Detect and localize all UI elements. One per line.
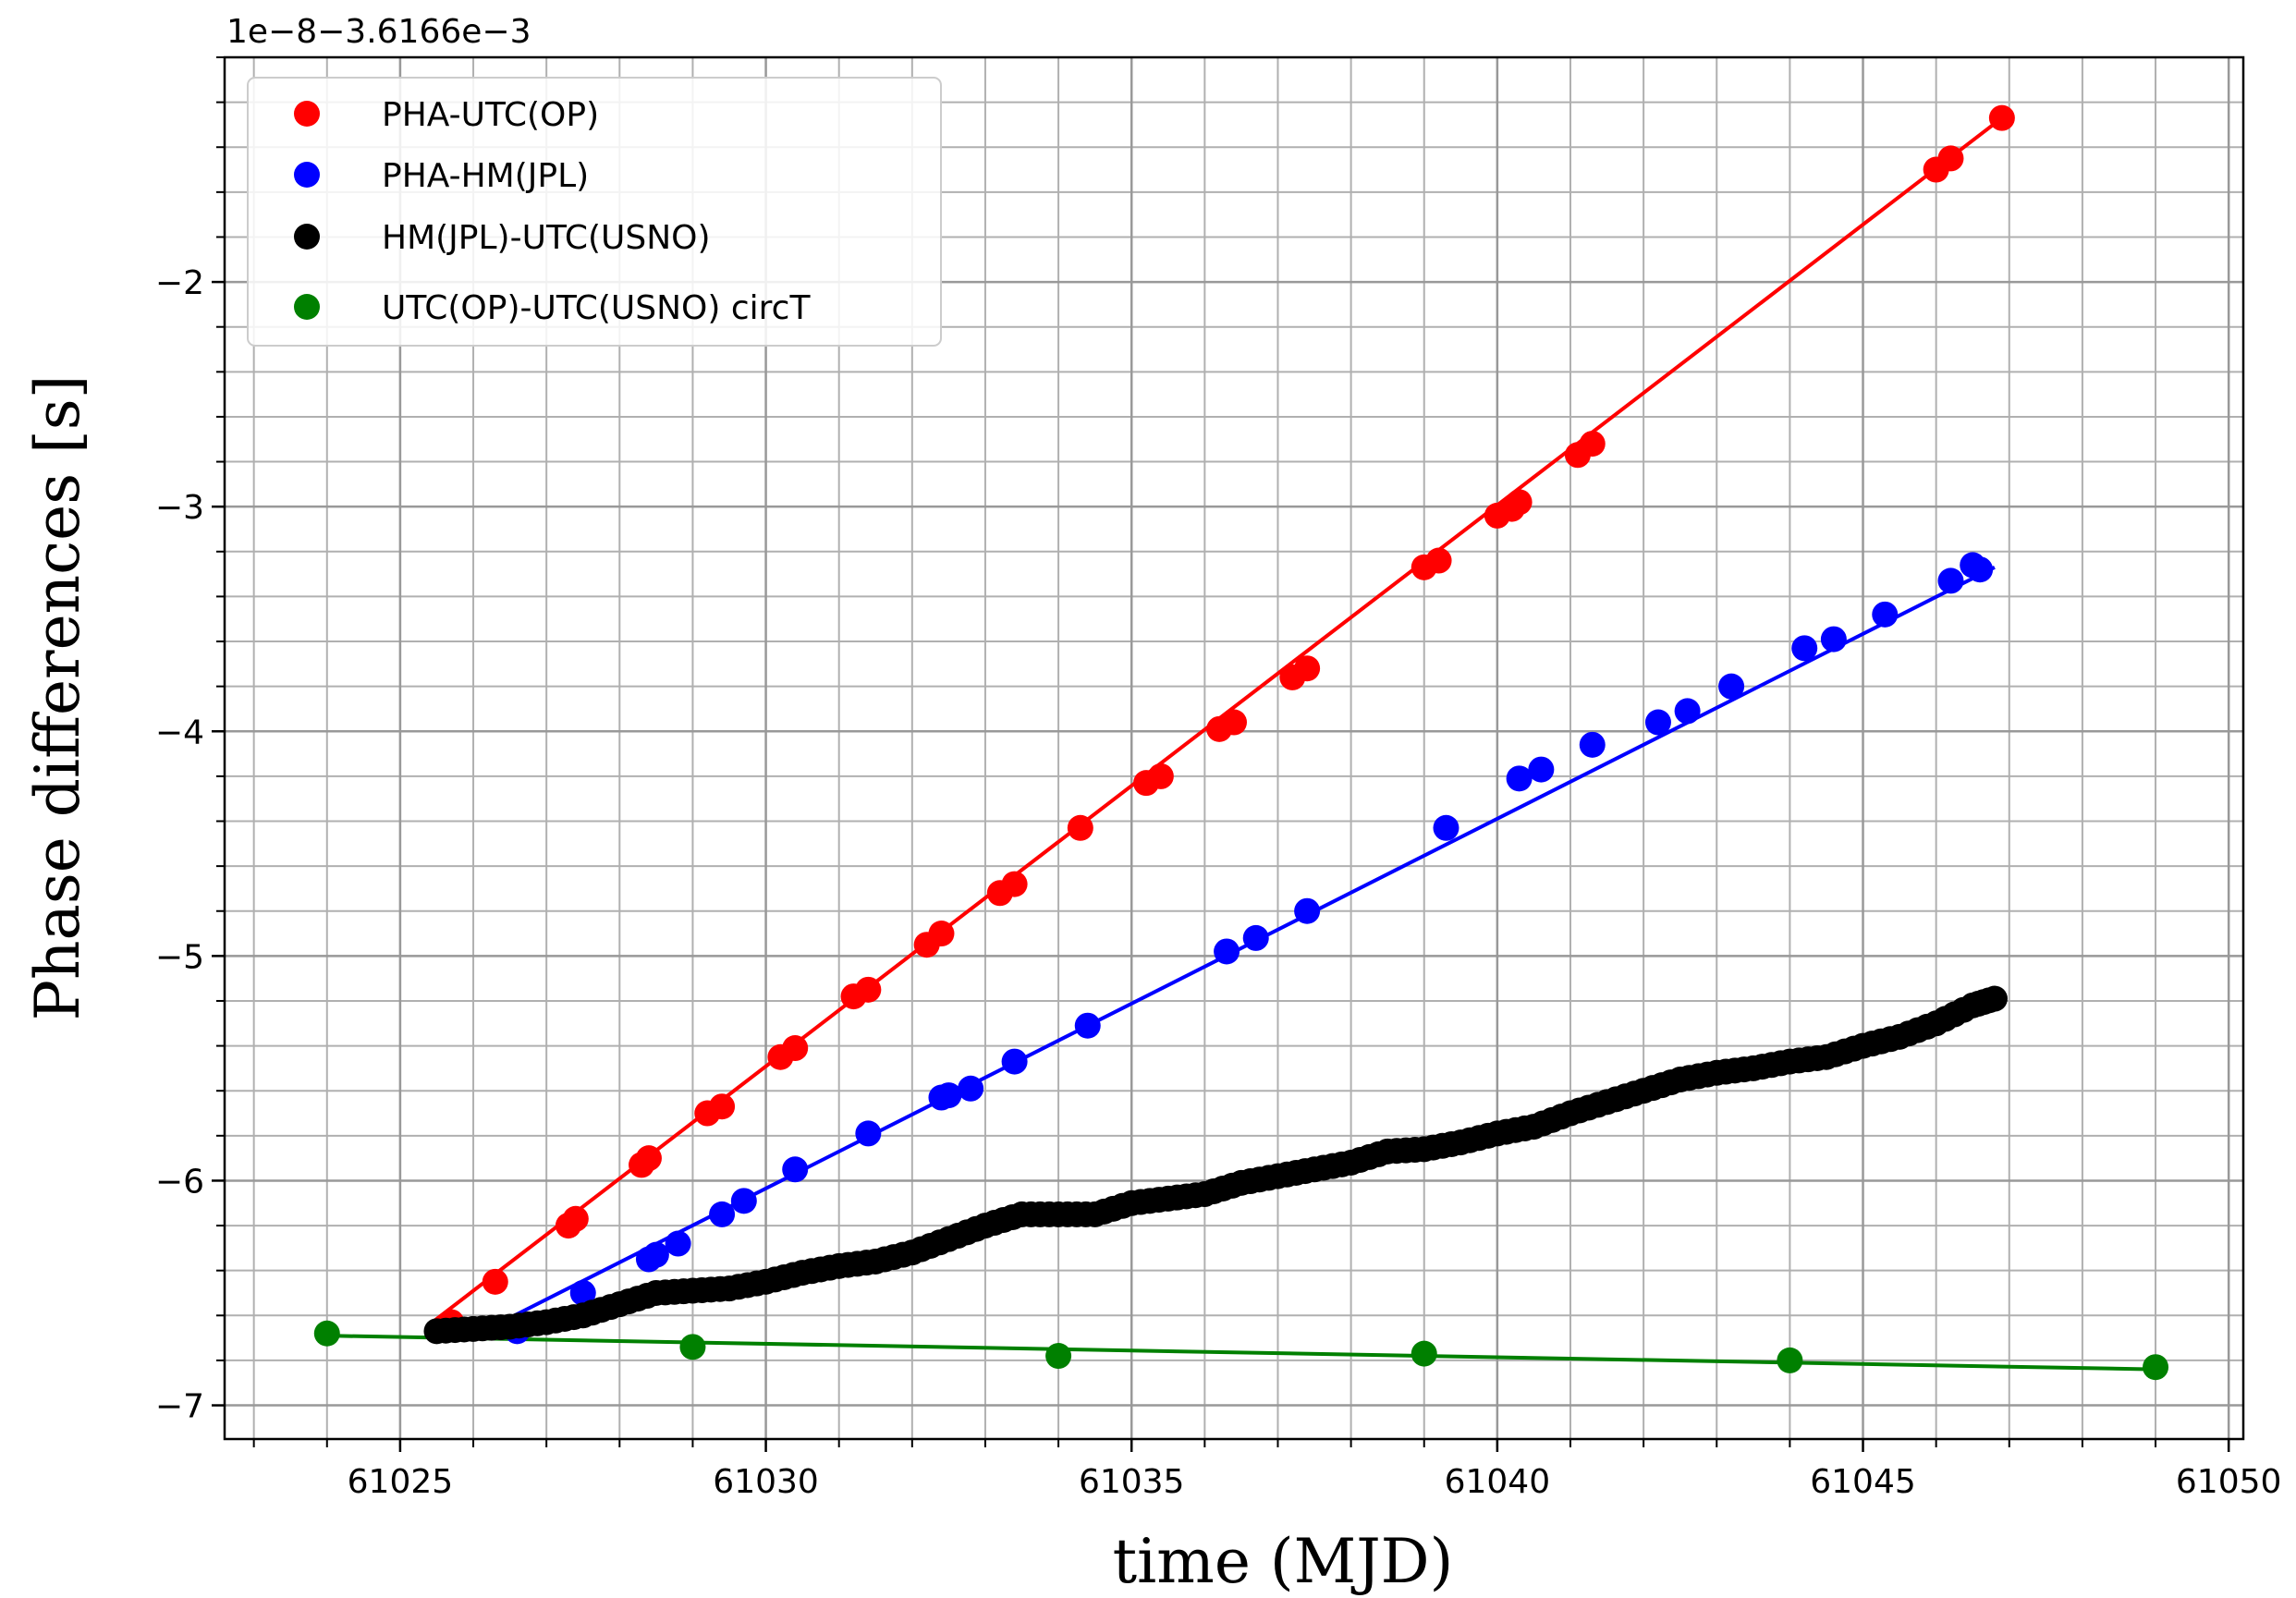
legend-marker-hm-jpl-utc-usno (294, 224, 320, 250)
legend: PHA-UTC(OP) PHA-HM(JPL) HM(JPL)-UTC(USNO… (247, 77, 942, 347)
data-point (1791, 635, 1818, 662)
data-point (928, 921, 955, 947)
data-point (1214, 938, 1240, 965)
data-point (1425, 547, 1452, 574)
data-point (1777, 1347, 1803, 1373)
data-point (782, 1156, 809, 1183)
data-point (635, 1145, 662, 1172)
legend-box (247, 77, 942, 347)
legend-label-pha-hm-jpl: PHA-HM(JPL) (382, 157, 589, 195)
data-point (1067, 814, 1093, 841)
data-point (935, 1082, 962, 1109)
data-point (569, 1279, 596, 1306)
data-point (1937, 145, 1964, 172)
y-tick-label: −2 (155, 264, 204, 302)
data-point (958, 1075, 984, 1102)
y-tick-label: −3 (155, 489, 204, 527)
data-point (679, 1334, 706, 1360)
data-point (855, 976, 882, 1003)
y-tick-label: −4 (155, 714, 204, 751)
data-point (1506, 765, 1533, 792)
x-tick-label: 61035 (1079, 1463, 1185, 1501)
y-axis-title: Phase differences [s] (22, 375, 93, 1021)
legend-label-utc-op-utc-usno-circt: UTC(OP)-UTC(USNO) circT (382, 289, 811, 327)
axis-offset-label: 1e−8−3.6166e−3 (226, 13, 531, 51)
data-point (1644, 709, 1671, 736)
data-point (709, 1201, 736, 1227)
data-point (1001, 1048, 1028, 1075)
data-point (1294, 655, 1321, 682)
data-point (709, 1093, 736, 1120)
x-tick-label: 61045 (1810, 1463, 1916, 1501)
data-point (1001, 871, 1028, 897)
data-point (1579, 431, 1606, 457)
data-point (665, 1230, 691, 1257)
legend-marker-pha-hm-jpl (294, 162, 320, 188)
data-point (1718, 673, 1745, 700)
data-point (642, 1241, 669, 1268)
data-point (1967, 556, 1994, 583)
y-axis-ticks: −7 −6 −5 −4 −3 −2 (155, 56, 225, 1426)
data-point (1221, 709, 1247, 736)
data-point (1937, 567, 1964, 594)
data-point (1988, 104, 2015, 131)
y-tick-label: −7 (155, 1388, 204, 1426)
data-point (562, 1205, 589, 1232)
data-point (1981, 985, 2008, 1012)
data-point (1674, 698, 1701, 725)
data-point (2143, 1354, 2169, 1381)
x-axis-ticks: 61025 61030 61035 61040 61045 61050 (252, 1439, 2282, 1501)
data-point (730, 1188, 757, 1214)
x-axis-title: time (MJD) (1113, 1526, 1454, 1597)
data-point (1294, 897, 1321, 924)
data-point (482, 1268, 508, 1295)
data-point (782, 1035, 809, 1062)
x-tick-label: 61040 (1445, 1463, 1551, 1501)
data-point (855, 1120, 882, 1147)
data-point (1045, 1343, 1072, 1370)
data-point (1242, 924, 1269, 951)
legend-marker-utc-op-utc-usno-circt (294, 294, 320, 320)
x-tick-label: 61025 (348, 1463, 454, 1501)
x-tick-label: 61050 (2176, 1463, 2282, 1501)
data-point (1579, 731, 1606, 758)
y-tick-label: −6 (155, 1163, 204, 1201)
data-point (1147, 762, 1174, 789)
data-point (1506, 489, 1533, 516)
data-point (1528, 756, 1555, 783)
data-points (313, 104, 2169, 1381)
data-point (1820, 626, 1847, 653)
data-point (1411, 1340, 1437, 1367)
data-point (313, 1320, 340, 1347)
fit-line (326, 1334, 2156, 1372)
legend-label-hm-jpl-utc-usno: HM(JPL)-UTC(USNO) (382, 219, 711, 257)
legend-label-pha-utc-op: PHA-UTC(OP) (382, 96, 599, 134)
x-tick-label: 61030 (713, 1463, 819, 1501)
data-point (1872, 601, 1899, 628)
data-point (1074, 1012, 1101, 1039)
y-tick-label: −5 (155, 938, 204, 976)
data-point (1433, 814, 1459, 841)
legend-marker-pha-utc-op (294, 101, 320, 127)
plot-frame (223, 55, 2245, 1441)
